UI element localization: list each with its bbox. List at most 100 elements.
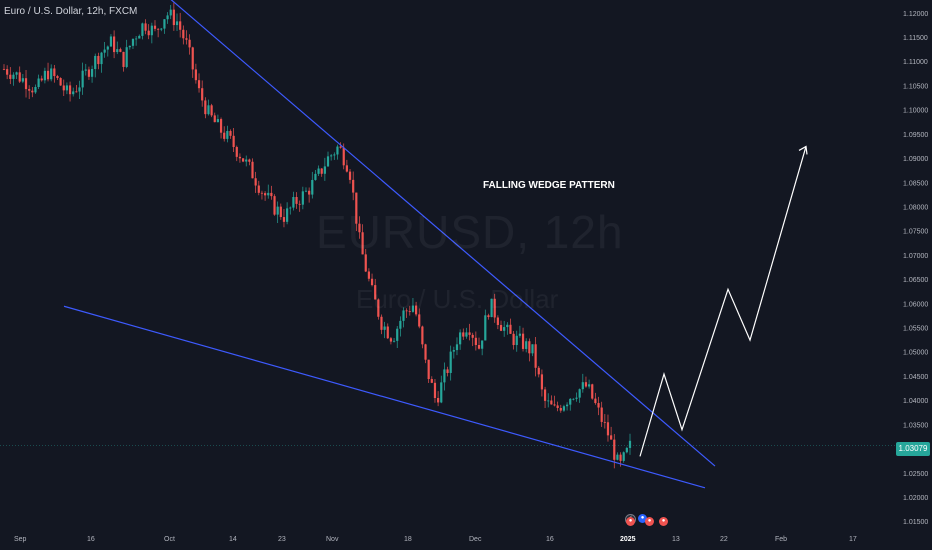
candle-body xyxy=(317,168,320,174)
candle-body xyxy=(465,332,468,337)
candle-body xyxy=(138,35,141,39)
candle-body xyxy=(90,69,94,77)
candle-body xyxy=(603,421,606,423)
candle-body xyxy=(553,404,556,406)
symbol-title[interactable]: Euro / U.S. Dollar, 12h, FXCM xyxy=(4,6,138,17)
candle-body xyxy=(216,119,220,123)
candle-body xyxy=(512,333,515,346)
candle-body xyxy=(540,374,544,390)
flag-icon[interactable]: ● xyxy=(645,517,654,526)
x-tick-label: Sep xyxy=(14,536,27,543)
x-tick-label: 13 xyxy=(672,536,680,543)
candle-body xyxy=(414,305,418,315)
candle-body xyxy=(34,87,37,93)
candle-body xyxy=(78,87,81,92)
candle-body xyxy=(197,80,201,89)
candle-body xyxy=(433,382,437,398)
flag-icon[interactable]: ● xyxy=(626,517,635,526)
candle-body xyxy=(477,344,481,349)
candle-body xyxy=(273,196,276,215)
candle-body xyxy=(628,440,632,448)
candle-body xyxy=(380,316,383,330)
candle-body xyxy=(616,454,619,460)
candle-body xyxy=(399,320,402,329)
x-tick-label: 2025 xyxy=(620,536,636,543)
candle-body xyxy=(128,45,131,48)
candle-body xyxy=(361,232,364,255)
candle-body xyxy=(68,85,72,95)
candle-body xyxy=(518,333,521,336)
y-tick-label: 1.07000 xyxy=(903,253,928,260)
candle-body xyxy=(24,78,28,90)
candle-body xyxy=(559,408,562,411)
lower-wedge-line xyxy=(63,305,706,489)
candle-body xyxy=(427,359,430,380)
candle-body xyxy=(59,78,62,86)
candle-body xyxy=(367,271,371,279)
candle-body xyxy=(402,310,405,321)
candle-body xyxy=(119,49,122,52)
candle-body xyxy=(267,192,270,196)
y-tick-label: 1.09500 xyxy=(903,132,928,139)
y-tick-label: 1.03500 xyxy=(903,422,928,429)
candle-body xyxy=(229,130,232,136)
candle-body xyxy=(339,146,342,148)
y-tick-label: 1.11500 xyxy=(903,35,928,42)
candle-body xyxy=(141,23,144,36)
candle-body xyxy=(248,159,251,162)
x-tick-label: Nov xyxy=(326,536,339,543)
flag-icon[interactable]: ● xyxy=(659,517,668,526)
candle-body xyxy=(238,156,242,159)
candle-body xyxy=(18,72,21,82)
candle-body xyxy=(496,317,499,325)
candle-body xyxy=(81,70,84,88)
candle-body xyxy=(106,46,109,50)
candle-body xyxy=(352,179,355,193)
candle-body xyxy=(499,324,503,331)
candle-body xyxy=(103,49,106,53)
x-tick-label: 17 xyxy=(849,536,857,543)
candle-body xyxy=(185,38,188,40)
candle-body xyxy=(411,305,415,312)
candle-body xyxy=(109,36,113,47)
candle-body xyxy=(245,159,248,162)
candle-body xyxy=(452,350,455,352)
candle-body xyxy=(622,452,625,461)
x-tick-label: 16 xyxy=(546,536,554,543)
current-price-badge: 1.03079 xyxy=(896,442,930,456)
candle-body xyxy=(383,326,386,330)
candle-body xyxy=(172,9,175,26)
candle-body xyxy=(84,69,87,71)
candle-body xyxy=(116,49,119,53)
candle-body xyxy=(213,115,216,123)
candle-body xyxy=(487,315,490,318)
candle-body xyxy=(610,435,613,440)
candle-body xyxy=(72,91,75,95)
candle-body xyxy=(506,324,509,328)
watermark-description: Euro / U.S. Dollar xyxy=(356,284,559,314)
candle-body xyxy=(9,74,12,79)
candle-body xyxy=(232,135,235,148)
y-tick-label: 1.08000 xyxy=(903,204,928,211)
candle-body xyxy=(578,389,581,398)
candle-body xyxy=(358,223,361,233)
candle-body xyxy=(537,367,540,375)
candle-body xyxy=(389,338,393,342)
y-tick-label: 1.11000 xyxy=(903,59,928,66)
candle-body xyxy=(286,208,289,222)
candle-body xyxy=(474,337,477,345)
candle-body xyxy=(94,55,97,70)
candle-body xyxy=(160,28,163,30)
candle-body xyxy=(37,78,40,88)
candle-body xyxy=(175,21,179,26)
candle-body xyxy=(374,285,377,300)
candle-body xyxy=(600,407,603,422)
candle-body xyxy=(408,311,411,312)
candle-body xyxy=(53,68,56,77)
candle-body xyxy=(569,398,572,405)
candle-body xyxy=(323,166,326,174)
flag-icon[interactable]: ● xyxy=(638,514,647,523)
candle-body xyxy=(15,72,18,75)
candle-body xyxy=(584,382,588,387)
